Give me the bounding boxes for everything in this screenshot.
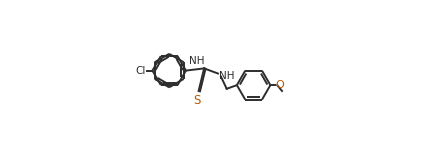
Text: S: S	[194, 94, 201, 107]
Text: NH: NH	[189, 56, 204, 66]
Text: NH: NH	[219, 71, 234, 81]
Text: Cl: Cl	[136, 66, 146, 76]
Text: O: O	[276, 80, 284, 90]
